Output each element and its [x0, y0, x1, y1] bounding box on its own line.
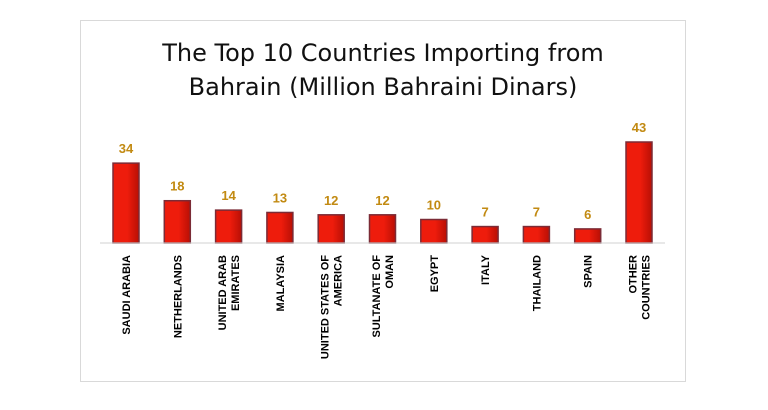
category-label-6: EGYPT: [429, 255, 441, 293]
bar-1: [163, 199, 192, 244]
bar-7: [471, 225, 499, 244]
bars-layer: [112, 141, 653, 244]
value-label-10: 43: [632, 120, 646, 135]
value-label-5: 12: [375, 193, 389, 208]
category-label-5: SULTANATE OFOMAN: [371, 255, 396, 338]
value-label-1: 18: [170, 179, 184, 194]
bar-3: [266, 211, 294, 244]
bar-10: [625, 141, 653, 244]
category-label-3: MALAYSIA: [275, 255, 287, 311]
bar-4: [317, 214, 345, 244]
category-label-2: UNITED ARABEMIRATES: [217, 255, 242, 330]
category-label-2-line-1: EMIRATES: [230, 255, 242, 311]
value-label-8: 7: [533, 205, 540, 220]
bar-0: [112, 162, 140, 244]
category-label-0-line-0: SAUDI ARABIA: [121, 255, 133, 335]
category-label-5-line-0: SULTANATE OF: [371, 255, 383, 338]
category-label-7-line-0: ITALY: [480, 254, 492, 285]
value-label-0: 34: [119, 141, 134, 156]
bar-9: [573, 228, 602, 244]
bar-2: [214, 209, 243, 244]
category-label-8: THAILAND: [531, 255, 543, 311]
value-label-6: 10: [427, 198, 441, 213]
bar-8: [522, 225, 551, 244]
category-label-7: ITALY: [480, 254, 492, 285]
category-label-6-line-0: EGYPT: [429, 255, 441, 293]
category-label-4: UNITED STATES OFAMERICA: [320, 255, 345, 359]
value-label-9: 6: [584, 207, 591, 222]
category-label-1-line-0: NETHERLANDS: [172, 255, 184, 338]
chart-title-line-1: The Top 10 Countries Importing from: [162, 39, 604, 67]
value-label-3: 13: [273, 190, 287, 205]
category-label-0: SAUDI ARABIA: [121, 255, 133, 335]
category-label-8-line-0: THAILAND: [531, 255, 543, 311]
bar-5: [368, 214, 397, 244]
category-label-4-line-1: AMERICA: [333, 255, 345, 306]
category-label-9-line-0: SPAIN: [583, 255, 595, 288]
category-label-3-line-0: MALAYSIA: [275, 255, 287, 311]
value-label-7: 7: [481, 205, 488, 220]
category-label-5-line-1: OMAN: [384, 255, 396, 289]
chart-title-line-2: Bahrain (Million Bahraini Dinars): [188, 73, 578, 101]
value-label-2: 14: [221, 188, 236, 203]
chart-title: The Top 10 Countries Importing from Bahr…: [80, 36, 686, 104]
value-label-4: 12: [324, 193, 338, 208]
category-label-9: SPAIN: [583, 255, 595, 288]
category-label-2-line-0: UNITED ARAB: [217, 255, 229, 330]
category-labels-layer: SAUDI ARABIA NETHERLANDS UNITED ARABEMIRAT…: [121, 254, 653, 359]
category-label-1: NETHERLANDS: [172, 255, 184, 338]
value-labels-layer: 34 18 14 13 12 12 10 7 7 6 43: [119, 120, 646, 222]
category-label-10-line-1: COUNTRIES: [641, 255, 653, 320]
category-label-4-line-0: UNITED STATES OF: [320, 255, 332, 359]
category-label-10: OTHERCOUNTRIES: [628, 255, 653, 320]
category-label-10-line-0: OTHER: [628, 255, 640, 294]
bar-6: [420, 218, 448, 244]
